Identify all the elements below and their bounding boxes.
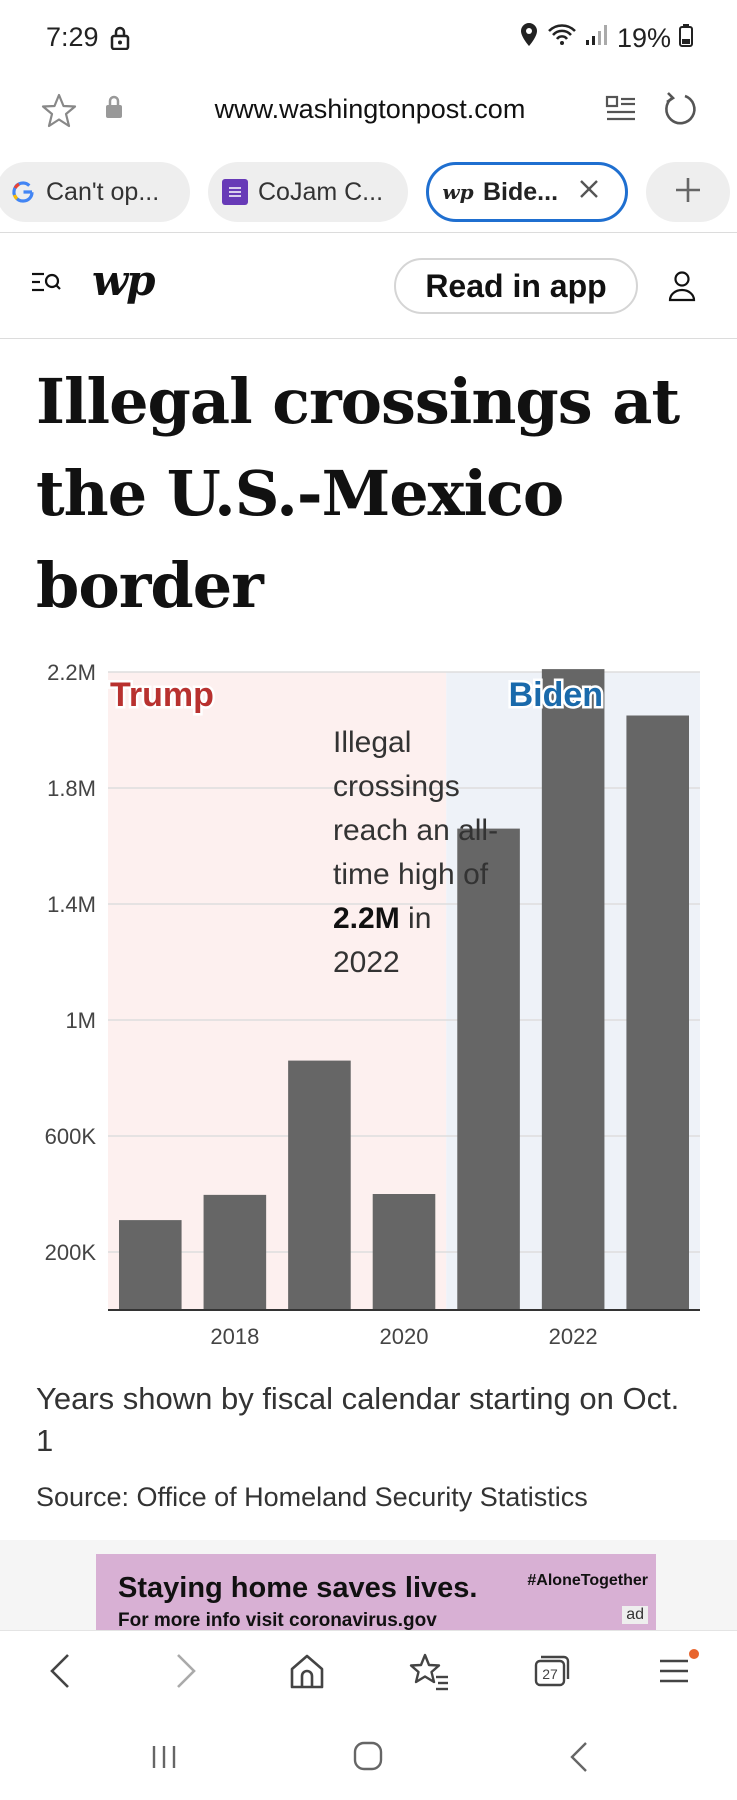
battery-icon [679,23,693,54]
secure-lock-icon[interactable] [104,94,124,125]
annotation-text: 2.2M [333,902,400,935]
annotation-text: Illegal [333,726,411,759]
annotation-text: crossings [333,770,460,803]
tab-google[interactable]: Can't op... [0,162,190,222]
battery-percent: 19% [616,23,671,53]
annotation-line: 2022 [333,946,400,979]
read-in-app-button[interactable]: Read in app [394,258,638,314]
annotation-line: Illegal [333,726,411,759]
wifi-icon [547,23,577,54]
home-icon[interactable] [288,1649,326,1698]
address-bar: www.washingtonpost.com [0,80,737,160]
annotation-line: 2.2M in [333,902,431,935]
new-tab-button[interactable] [646,162,730,222]
wp-logo[interactable]: wp [92,256,156,305]
bar-2021 [457,828,520,1310]
back-icon[interactable] [44,1649,78,1698]
url-field[interactable]: www.washingtonpost.com [214,94,526,124]
chart-note: Years shown by fiscal calendar starting … [36,1381,680,1458]
divider [0,232,737,233]
tab-label: Bide... [483,177,559,206]
bar-2020 [372,1194,436,1310]
recent-apps-icon[interactable] [144,1740,184,1779]
google-icon [10,179,36,205]
x-tick-label: 2022 [549,1324,598,1349]
bar-chart: 200K 600K 1M 1.4M 1.8M 2.2M 2018 2020 2022 Trump B… [0,650,737,1350]
forms-icon [222,179,248,205]
system-back-icon[interactable] [560,1740,600,1779]
annotation-text: 2022 [333,946,400,979]
x-tick-label: 2020 [380,1324,429,1349]
annotation-line: time high of [333,858,489,891]
account-icon[interactable] [668,270,696,307]
bar-2017 [118,1220,182,1310]
bar-2019 [288,1060,351,1310]
forward-icon[interactable] [168,1649,202,1698]
annotation-text: reach an all- [333,814,498,847]
plus-icon [672,174,704,211]
tab-biden-active[interactable]: wp Bide... [426,162,628,222]
divider [0,338,737,339]
reload-icon[interactable] [660,90,698,133]
lock-status-icon [110,26,130,55]
region-label-biden: Biden [509,676,603,714]
y-tick-label: 1.4M [47,892,96,917]
location-icon [519,22,539,55]
chart-source: Source: Office of Homeland Security Stat… [36,1482,588,1512]
y-tick-label: 600K [45,1124,97,1149]
menu-icon[interactable] [656,1649,700,1698]
tab-strip: Can't op... CoJam C... wp Bide... [0,160,737,232]
status-bar: 7:29 19% [0,0,737,80]
annotation-line: crossings [333,770,460,803]
browser-bottom-nav: 27 [0,1630,737,1712]
chart-svg: 200K 600K 1M 1.4M 1.8M 2.2M 2018 2020 2022 Trump B… [45,660,700,1349]
y-tick-label: 1.8M [47,776,96,801]
region-label-trump: Trump [110,676,214,714]
ad-subline: For more info visit coronavirus.gov [118,1610,437,1630]
ad-hashtag: #AloneTogether [527,1572,648,1589]
site-header: wp Read in app [0,234,737,338]
reader-mode-icon[interactable] [604,92,638,131]
y-tick-label: 2.2M [47,660,96,685]
system-nav-bar [0,1712,737,1800]
tab-label: CoJam C... [258,177,384,206]
tab-cojam[interactable]: CoJam C... [208,162,408,222]
ad-headline: Staying home saves lives. [118,1572,478,1604]
signal-icon [585,23,609,54]
annotation-text: time high of [333,858,489,891]
menu-search-icon[interactable] [30,270,62,301]
bar-2018 [203,1194,267,1310]
tabs-icon[interactable]: 27 [530,1649,574,1698]
bookmarks-icon[interactable] [408,1649,450,1698]
tab-label: Can't op... [46,177,160,206]
y-tick-label: 1M [65,1008,96,1033]
bar-2023 [626,715,690,1310]
tab-count: 27 [542,1666,558,1682]
ad-label: ad [622,1606,648,1624]
wp-icon: wp [442,180,474,204]
ad-banner-area: Staying home saves lives. For more info … [0,1540,737,1630]
bar-2022 [541,669,605,1310]
article-headline: Illegal crossings at the U.S.-Mexico bor… [36,365,680,622]
close-tab-icon[interactable] [578,178,600,207]
ad-banner[interactable]: Staying home saves lives. For more info … [96,1554,656,1630]
status-time: 7:29 [46,22,99,52]
x-tick-label: 2018 [210,1324,259,1349]
bookmark-star-icon[interactable] [40,92,78,135]
annotation-line: reach an all- [333,814,498,847]
notification-dot [689,1649,699,1659]
y-tick-label: 200K [45,1240,97,1265]
home-button-icon[interactable] [348,1740,388,1779]
annotation-text: in [400,902,432,935]
